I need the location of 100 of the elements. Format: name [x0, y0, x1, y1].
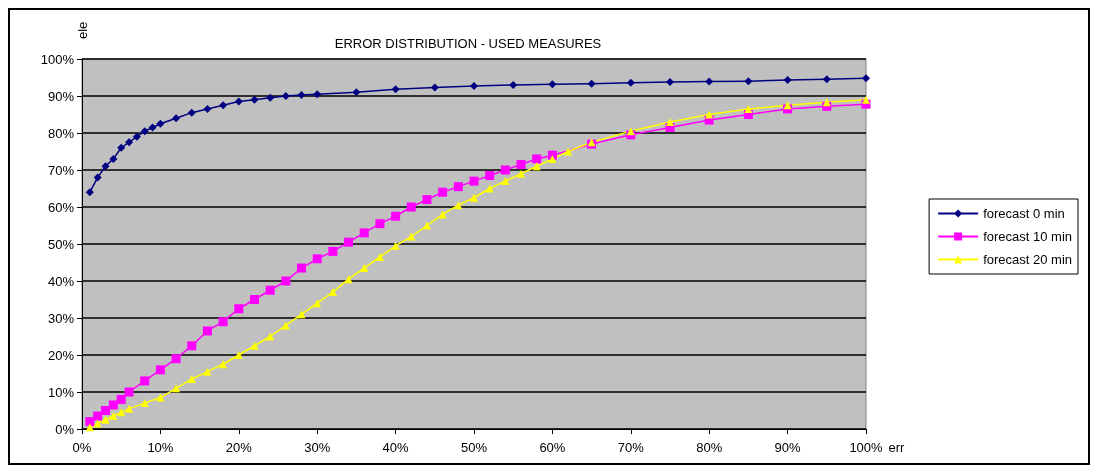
point [469, 176, 479, 186]
y-tick-label: 20% [47, 347, 75, 363]
point [422, 195, 432, 205]
x-axis-title: err [888, 440, 906, 455]
point [250, 341, 259, 350]
point [218, 317, 228, 327]
point [85, 188, 94, 197]
point [234, 97, 243, 106]
x-tick-label: 100% [849, 440, 884, 455]
point [101, 406, 111, 415]
point [344, 275, 353, 284]
point [116, 394, 126, 404]
point [156, 119, 165, 128]
point [234, 351, 243, 359]
point [132, 132, 141, 141]
point [187, 341, 197, 351]
point [548, 154, 557, 163]
point [470, 193, 478, 202]
point [266, 332, 275, 341]
point [359, 228, 369, 238]
point [297, 90, 306, 99]
point [313, 90, 322, 99]
point [822, 75, 831, 84]
point [744, 77, 753, 86]
point [783, 76, 792, 85]
y-tick-label: 80% [47, 125, 75, 141]
point [125, 404, 134, 413]
point [430, 83, 439, 92]
point [85, 417, 95, 427]
point [234, 304, 244, 314]
point [250, 95, 259, 104]
point [352, 88, 361, 97]
legend-label: forecast 0 min [983, 206, 1065, 221]
x-tick-label: 50% [460, 440, 488, 455]
point [501, 177, 510, 186]
point [516, 159, 526, 169]
point [297, 310, 306, 319]
point [548, 80, 557, 89]
point [312, 254, 322, 264]
y-tick-label: 70% [47, 162, 75, 178]
point [266, 93, 275, 102]
point [509, 80, 518, 89]
point [156, 393, 165, 402]
point [862, 74, 870, 83]
point [124, 387, 134, 397]
point [109, 412, 118, 421]
point [587, 79, 596, 88]
y-tick-label: 50% [47, 236, 75, 252]
y-tick-label: 90% [47, 88, 75, 104]
point [666, 77, 674, 86]
point [438, 187, 448, 197]
y-tick-label: 0% [55, 421, 75, 437]
point [407, 232, 416, 241]
point [125, 138, 134, 147]
point [281, 92, 290, 100]
point [470, 82, 478, 91]
point [705, 77, 714, 86]
x-tick-label: 20% [225, 440, 253, 455]
point [219, 101, 228, 110]
point [705, 110, 714, 119]
point [101, 415, 110, 424]
x-tick-label: 0% [72, 440, 92, 455]
point [328, 246, 338, 256]
point [344, 237, 354, 247]
point [281, 276, 291, 286]
point [101, 162, 110, 171]
y-tick-label: 60% [47, 199, 75, 215]
point [626, 78, 635, 87]
y-tick-label: 40% [47, 273, 75, 289]
point [422, 221, 431, 230]
point [532, 154, 542, 164]
legend-label: forecast 10 min [983, 229, 1072, 244]
point [500, 165, 510, 175]
point [265, 285, 275, 295]
x-tick-label: 80% [696, 440, 723, 455]
point [155, 365, 165, 375]
point [140, 376, 150, 386]
point [453, 182, 463, 192]
x-tick-label: 90% [774, 440, 802, 455]
point [297, 263, 307, 273]
point [485, 171, 495, 181]
point [109, 154, 118, 163]
point [93, 173, 102, 182]
point [375, 219, 385, 229]
point [375, 252, 384, 261]
legend-label: forecast 20 min [983, 252, 1072, 267]
x-tick-label: 60% [539, 440, 566, 455]
point [862, 95, 870, 104]
point [249, 295, 259, 304]
x-tick-label: 30% [304, 440, 331, 455]
x-tick-label: 70% [617, 440, 645, 455]
point [666, 117, 674, 126]
point [517, 169, 526, 178]
y-axis-title: ele [74, 21, 90, 39]
point [202, 326, 212, 336]
chart-title: ERROR DISTRIBUTION - USED MEASURES [334, 36, 602, 51]
point [783, 101, 792, 110]
point [203, 104, 212, 113]
point [391, 241, 400, 250]
point [564, 147, 573, 156]
